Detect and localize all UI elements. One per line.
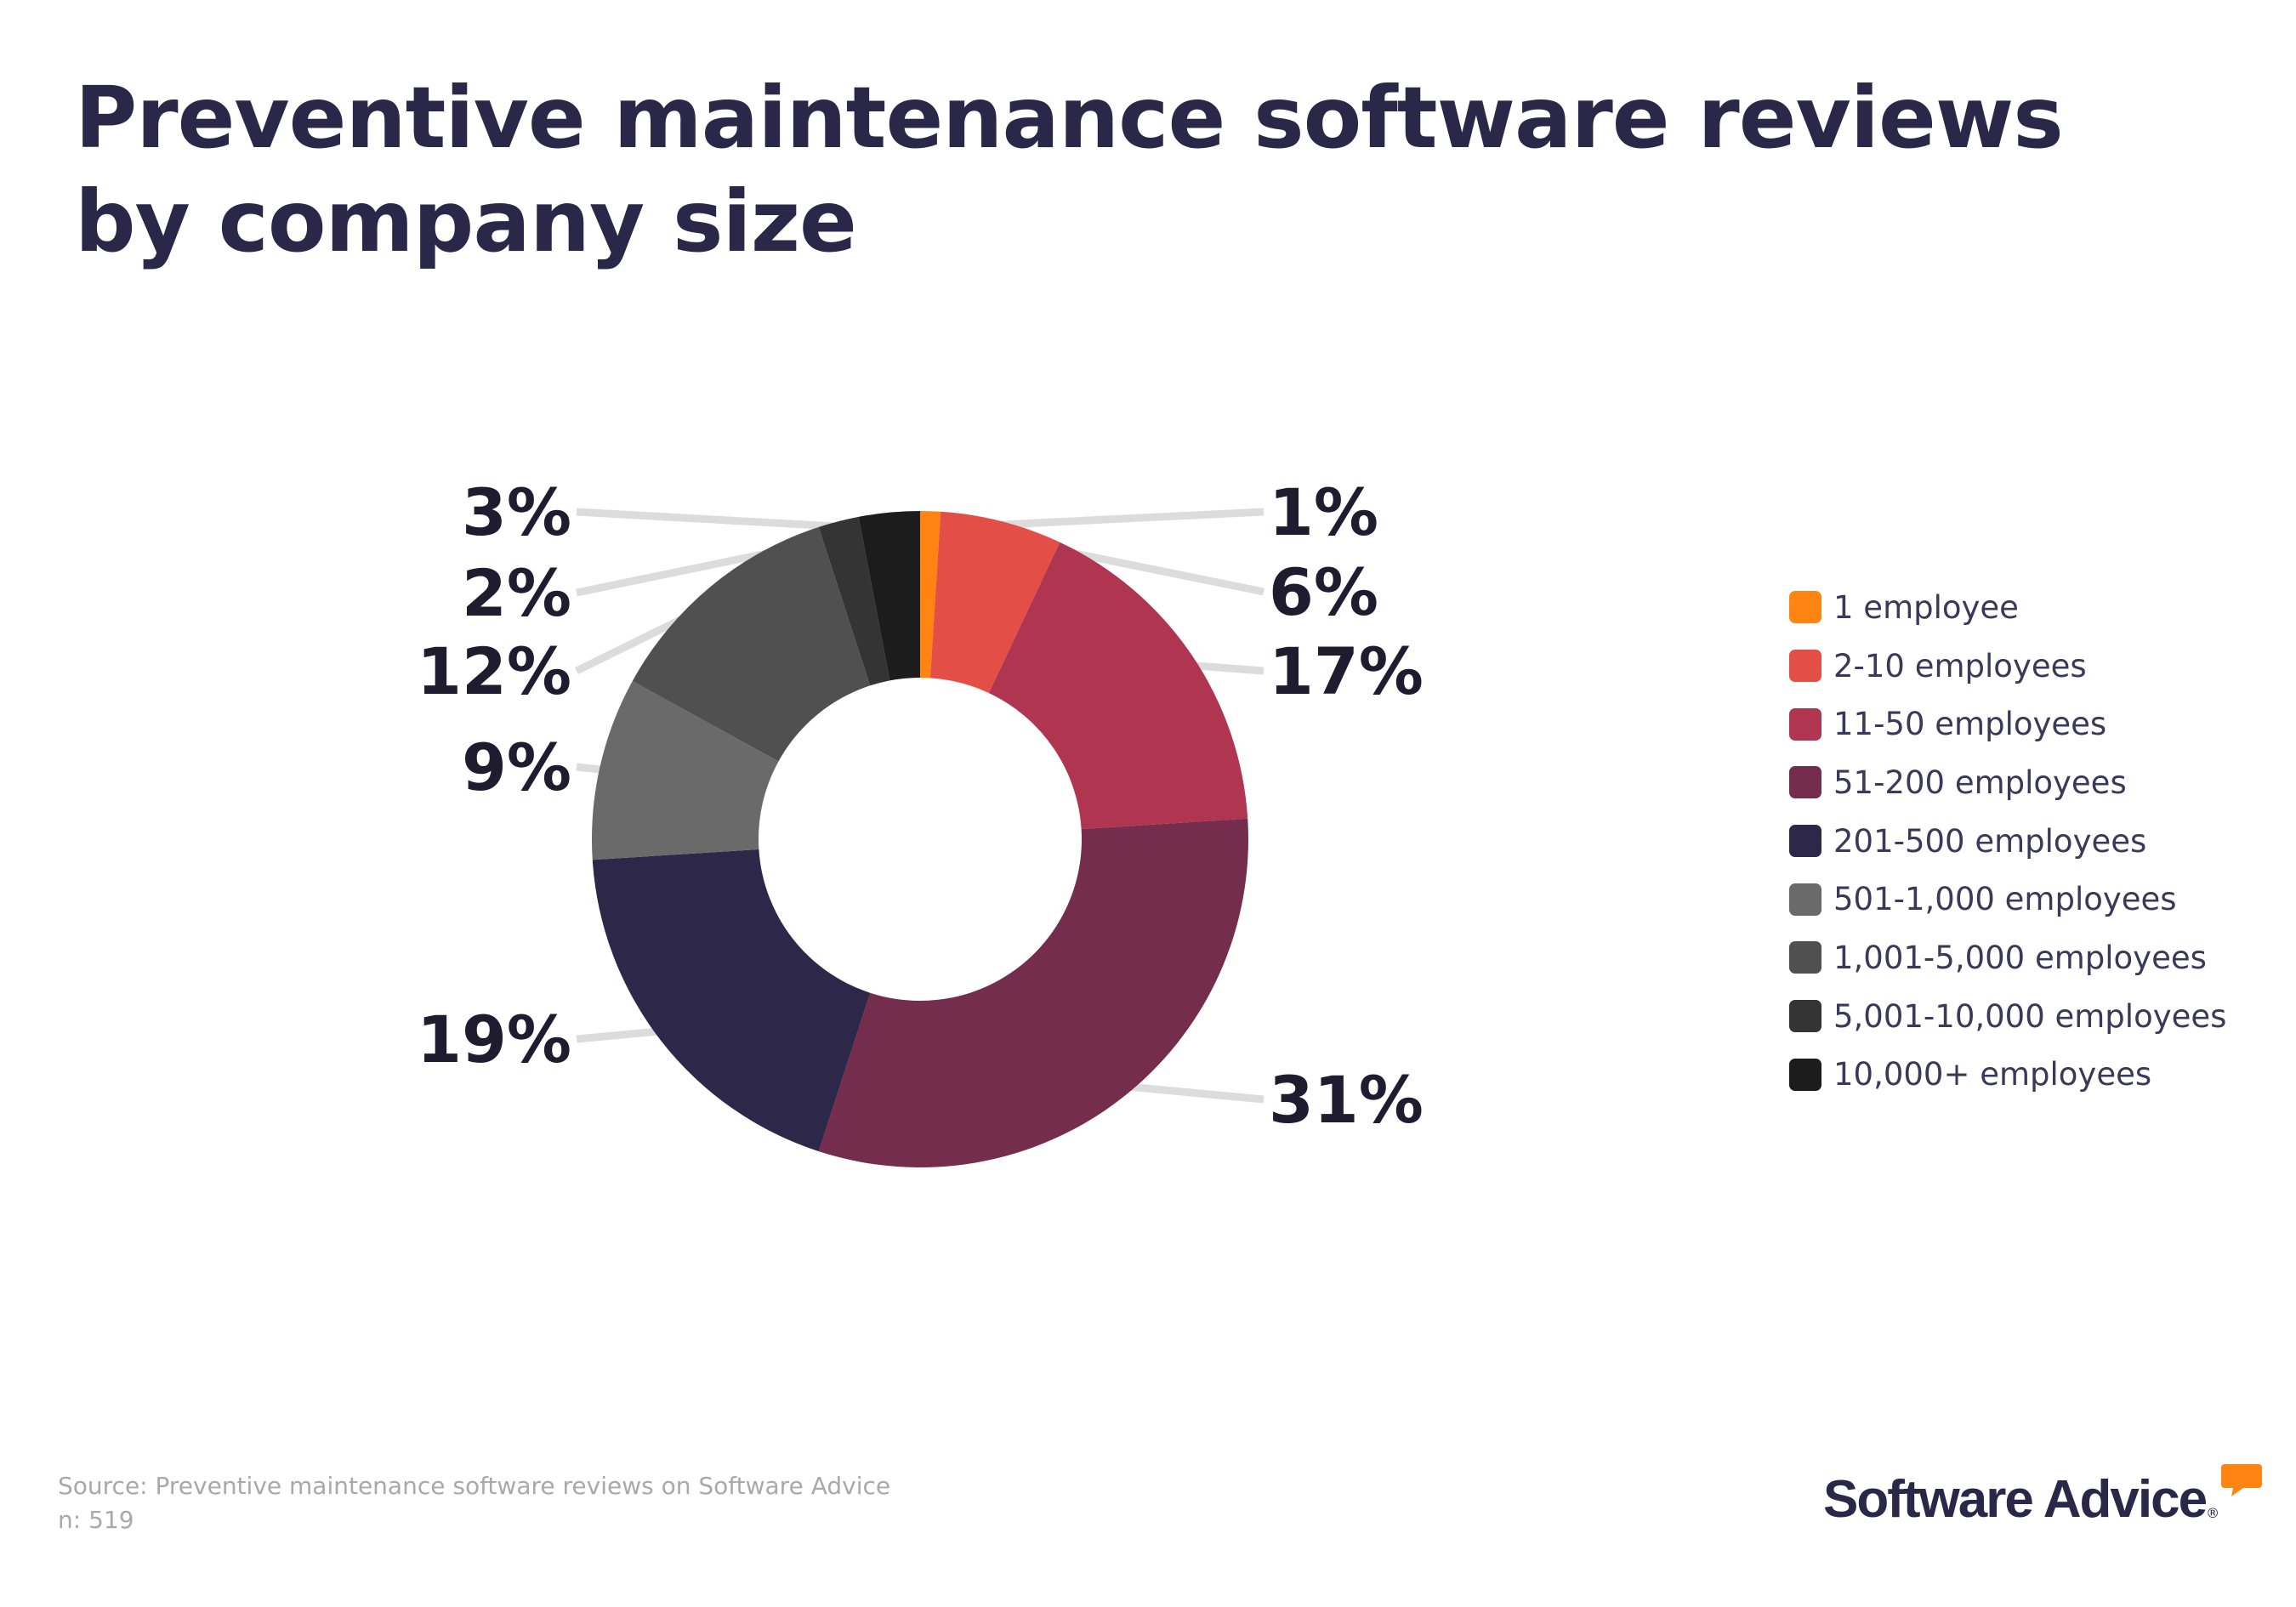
data-label-4: 31% xyxy=(1269,1062,1424,1138)
logo-text: Software Advice xyxy=(1823,1470,2208,1529)
legend-swatch xyxy=(1789,650,1821,683)
legend-swatch xyxy=(1789,707,1821,741)
legend-item: 11-50 employees xyxy=(1789,695,2226,753)
legend-item: 201-500 employees xyxy=(1789,812,2226,871)
slice-7 xyxy=(632,526,871,762)
logo-registered-mark: ® xyxy=(2206,1505,2220,1521)
slice-5 xyxy=(592,849,871,1152)
data-label-9: 3% xyxy=(462,474,571,550)
legend-item: 2-10 employees xyxy=(1789,637,2226,696)
data-label-3: 17% xyxy=(1269,633,1424,709)
slice-2 xyxy=(929,511,1060,694)
data-label-8: 2% xyxy=(462,555,571,631)
title-line-1: Preventive maintenance software reviews xyxy=(75,68,2064,168)
slice-1 xyxy=(920,511,941,679)
data-label-2: 6% xyxy=(1269,554,1378,630)
legend-label: 2-10 employees xyxy=(1833,647,2087,684)
legend: 1 employee 2-10 employees 11-50 employees 5… xyxy=(1789,578,2226,1104)
legend-item: 5,001-10,000 employees xyxy=(1789,987,2226,1046)
data-label-1: 1% xyxy=(1269,474,1378,550)
legend-swatch xyxy=(1789,825,1821,858)
slice-3 xyxy=(988,542,1248,830)
legend-label: 51-200 employees xyxy=(1833,764,2127,801)
legend-item: 1,001-5,000 employees xyxy=(1789,928,2226,987)
data-label-6: 9% xyxy=(462,730,571,805)
legend-label: 1,001-5,000 employees xyxy=(1833,939,2207,976)
legend-label: 10,000+ employees xyxy=(1833,1056,2152,1093)
slice-9 xyxy=(858,511,920,681)
data-label-5: 19% xyxy=(417,1002,571,1077)
legend-label: 11-50 employees xyxy=(1833,706,2107,743)
data-label-7: 12% xyxy=(417,633,571,709)
legend-swatch xyxy=(1789,941,1821,974)
legend-swatch xyxy=(1789,1000,1821,1033)
source-note: Source: Preventive maintenance software … xyxy=(58,1469,890,1537)
legend-label: 501-1,000 employees xyxy=(1833,881,2177,918)
legend-label: 1 employee xyxy=(1833,588,2019,626)
leader-line-4 xyxy=(1110,1081,1265,1104)
chart-title: Preventive maintenance software reviews … xyxy=(75,66,2064,274)
legend-label: 201-500 employees xyxy=(1833,822,2147,860)
title-line-2: by company size xyxy=(75,172,857,271)
slice-8 xyxy=(818,516,890,686)
slice-6 xyxy=(591,681,779,860)
legend-item: 1 employee xyxy=(1789,578,2226,637)
software-advice-logo: Software Advice ® xyxy=(1823,1464,2263,1530)
legend-swatch xyxy=(1789,1058,1821,1091)
legend-swatch xyxy=(1789,883,1821,916)
slice-4 xyxy=(818,818,1248,1167)
legend-label: 5,001-10,000 employees xyxy=(1833,997,2227,1035)
speech-bubble-icon xyxy=(2221,1464,2263,1496)
source-text: Source: Preventive maintenance software … xyxy=(58,1472,891,1500)
legend-item: 501-1,000 employees xyxy=(1789,870,2226,928)
sample-size: n: 519 xyxy=(58,1506,134,1534)
legend-item: 51-200 employees xyxy=(1789,753,2226,812)
legend-item: 10,000+ employees xyxy=(1789,1046,2226,1104)
legend-swatch xyxy=(1789,591,1821,624)
legend-swatch xyxy=(1789,766,1821,799)
